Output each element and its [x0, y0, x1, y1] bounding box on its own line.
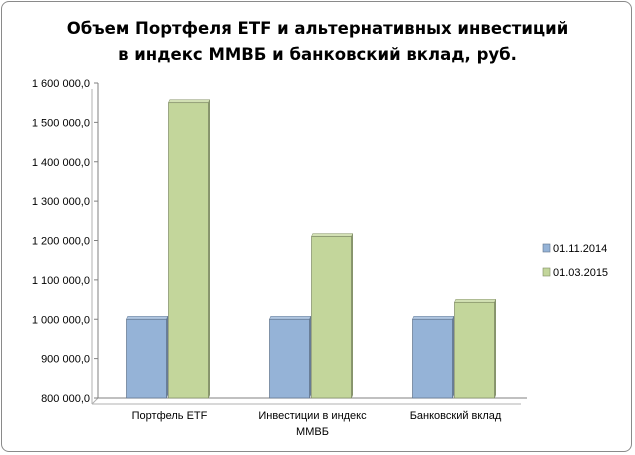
- legend-swatch-2: [542, 267, 551, 277]
- bar-series2-cat1: [168, 102, 209, 399]
- bar-top: [454, 299, 497, 303]
- floor-corner-line: [91, 397, 99, 405]
- bar-series2-cat2: [311, 236, 352, 399]
- category-label: Инвестиции в индекс: [258, 410, 367, 422]
- bar-series2-cat3: [454, 301, 495, 399]
- y-tick-label: 1 600 000,0: [32, 78, 90, 90]
- y-tick-label: 800 000,0: [41, 393, 90, 405]
- y-tick-label: 1 100 000,0: [32, 275, 90, 287]
- category-label: ММВБ: [296, 426, 329, 438]
- chart-title: Объем Портфеля ETF и альтернативных инве…: [0, 16, 635, 68]
- legend-swatch-1: [542, 243, 551, 253]
- chart-title-line-1: Объем Портфеля ETF и альтернативных инве…: [66, 19, 569, 38]
- bar-top: [168, 99, 211, 103]
- bar-top: [126, 316, 169, 320]
- bar-top: [412, 316, 455, 320]
- y-tick-label: 1 500 000,0: [32, 117, 90, 129]
- category-label: Портфель ETF: [132, 410, 208, 422]
- bar-series1-cat1: [126, 318, 167, 399]
- y-tick-label: 1 200 000,0: [32, 236, 90, 248]
- category-label: Банковский вклад: [410, 410, 502, 422]
- y-tick-label: 1 300 000,0: [32, 196, 90, 208]
- legend-label-2: 01.03.2015: [553, 267, 608, 279]
- y-tick-label: 900 000,0: [41, 354, 90, 366]
- y-tick-label: 1 000 000,0: [32, 314, 90, 326]
- bar-top: [269, 316, 312, 320]
- chart-title-line-2: в индекс ММВБ и банковский вклад, руб.: [118, 45, 517, 64]
- y-tick-label: 1 400 000,0: [32, 157, 90, 169]
- bar-series1-cat3: [412, 318, 453, 399]
- bar-series1-cat2: [269, 318, 310, 399]
- bar-top: [311, 233, 354, 237]
- legend-label-1: 01.11.2014: [553, 243, 607, 255]
